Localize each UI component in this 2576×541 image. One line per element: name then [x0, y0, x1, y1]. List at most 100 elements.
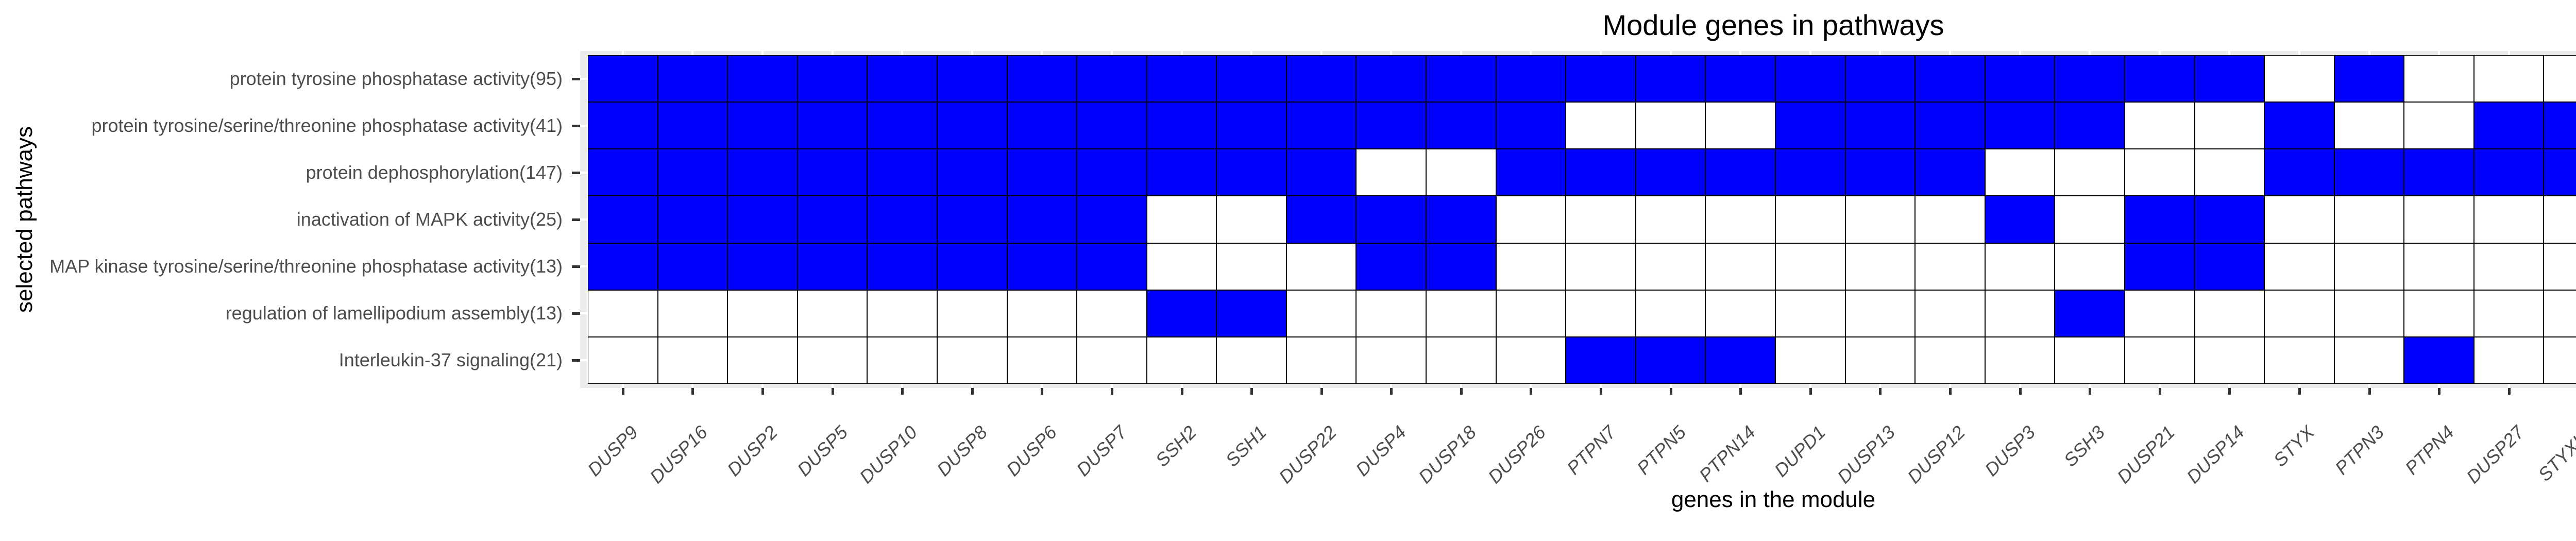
- x-tick-label: SSH2: [1151, 421, 1201, 471]
- heatmap-cell: [2404, 290, 2474, 337]
- y-tick-label: Interleukin-37 signaling(21): [338, 349, 563, 371]
- heatmap-cell: [2544, 55, 2576, 102]
- x-tick-mark: [901, 388, 904, 395]
- plot-title: Module genes in pathways: [1602, 9, 1944, 41]
- heatmap-cell: [1356, 55, 1426, 102]
- heatmap-cell: [1705, 243, 1775, 290]
- heatmap-cell: [1705, 196, 1775, 243]
- heatmap-cell: [1216, 196, 1286, 243]
- heatmap-cell: [1426, 196, 1496, 243]
- heatmap-cell: [1566, 196, 1636, 243]
- heatmap-cell: [1007, 196, 1077, 243]
- heatmap-cell: [1426, 337, 1496, 384]
- heatmap-cell: [658, 290, 727, 337]
- heatmap-cell: [1077, 102, 1147, 149]
- heatmap-cell: [2404, 243, 2474, 290]
- heatmap-cell: [1216, 149, 1286, 196]
- heatmap-cell: [588, 243, 658, 290]
- heatmap-cell: [937, 102, 1007, 149]
- heatmap-cell: [1705, 337, 1775, 384]
- x-tick-mark: [761, 388, 764, 395]
- x-tick-mark: [2019, 388, 2022, 395]
- heatmap-cell: [1705, 149, 1775, 196]
- x-tick-label: DUSP27: [2462, 421, 2528, 488]
- heatmap-cell: [1915, 102, 1985, 149]
- x-tick-mark: [1041, 388, 1044, 395]
- x-tick-label: DUSP6: [1002, 421, 1061, 480]
- heatmap-cell: [798, 196, 867, 243]
- x-tick-mark: [1110, 388, 1113, 395]
- heatmap-cell: [2544, 243, 2576, 290]
- x-tick-mark: [2298, 388, 2301, 395]
- heatmap-cell: [727, 243, 798, 290]
- heatmap-cell: [658, 243, 727, 290]
- heatmap-cell: [1636, 55, 1705, 102]
- y-tick-label: regulation of lamellipodium assembly(13): [225, 302, 563, 324]
- heatmap-cell: [1636, 102, 1705, 149]
- heatmap-cell: [798, 243, 867, 290]
- heatmap-cell: [1775, 243, 1845, 290]
- heatmap-cell: [1007, 149, 1077, 196]
- heatmap-cell: [1915, 55, 1985, 102]
- x-tick-label: DUPD1: [1770, 421, 1829, 481]
- heatmap-cell: [1216, 243, 1286, 290]
- x-tick-mark: [2368, 388, 2371, 395]
- heatmap-cell: [1985, 337, 2055, 384]
- heatmap-cell: [1147, 102, 1216, 149]
- heatmap-cell: [1705, 290, 1775, 337]
- x-tick-label: STYXL1: [2534, 421, 2576, 485]
- heatmap-cell: [2474, 55, 2544, 102]
- heatmap-cell: [1007, 290, 1077, 337]
- heatmap-cell: [1636, 243, 1705, 290]
- heatmap-cell: [937, 337, 1007, 384]
- heatmap-cell: [2334, 149, 2404, 196]
- heatmap-cell: [2195, 290, 2264, 337]
- x-tick-label: DUSP12: [1903, 421, 1969, 488]
- heatmap-cell: [1985, 290, 2055, 337]
- heatmap-cell: [867, 290, 937, 337]
- heatmap-cell: [937, 196, 1007, 243]
- y-tick-label: protein dephosphorylation(147): [306, 161, 563, 183]
- y-tick-mark: [572, 218, 580, 221]
- heatmap-cell: [2334, 102, 2404, 149]
- heatmap-cell: [2195, 243, 2264, 290]
- heatmap-cell: [1566, 337, 1636, 384]
- heatmap-cell: [1496, 290, 1566, 337]
- heatmap-cell: [2264, 102, 2334, 149]
- heatmap-cell: [1915, 290, 1985, 337]
- heatmap-cell: [2474, 243, 2544, 290]
- heatmap-cell: [1007, 55, 1077, 102]
- heatmap-cell: [1286, 337, 1356, 384]
- x-tick-mark: [1600, 388, 1603, 395]
- heatmap-cell: [2544, 102, 2576, 149]
- heatmap-cell: [2055, 102, 2125, 149]
- heatmap-cell: [1077, 55, 1147, 102]
- x-tick-label: PTPN7: [1562, 421, 1620, 479]
- x-tick-label: PTPN5: [1632, 421, 1690, 479]
- x-tick-mark: [2158, 388, 2161, 395]
- x-tick-label: DUSP21: [2112, 421, 2179, 488]
- heatmap-cell: [2474, 290, 2544, 337]
- x-tick-label: DUSP13: [1833, 421, 1900, 488]
- heatmap-cell: [1705, 55, 1775, 102]
- heatmap-cell: [1496, 55, 1566, 102]
- heatmap-cell: [2544, 196, 2576, 243]
- heatmap-cell: [1216, 102, 1286, 149]
- heatmap-cell: [2195, 337, 2264, 384]
- x-tick-mark: [2089, 388, 2092, 395]
- heatmap-cell: [1007, 337, 1077, 384]
- heatmap-cell: [1496, 196, 1566, 243]
- heatmap-cell: [2125, 149, 2195, 196]
- heatmap-cell: [1566, 290, 1636, 337]
- heatmap-cell: [2334, 196, 2404, 243]
- heatmap-cell: [1077, 337, 1147, 384]
- heatmap-cell: [1426, 290, 1496, 337]
- heatmap-cell: [867, 149, 937, 196]
- heatmap-cell: [2334, 55, 2404, 102]
- heatmap-cell: [727, 196, 798, 243]
- y-tick-mark: [572, 124, 580, 127]
- heatmap-cell: [1216, 55, 1286, 102]
- heatmap-cell: [2125, 196, 2195, 243]
- heatmap-cell: [1496, 149, 1566, 196]
- heatmap-cell: [1356, 102, 1426, 149]
